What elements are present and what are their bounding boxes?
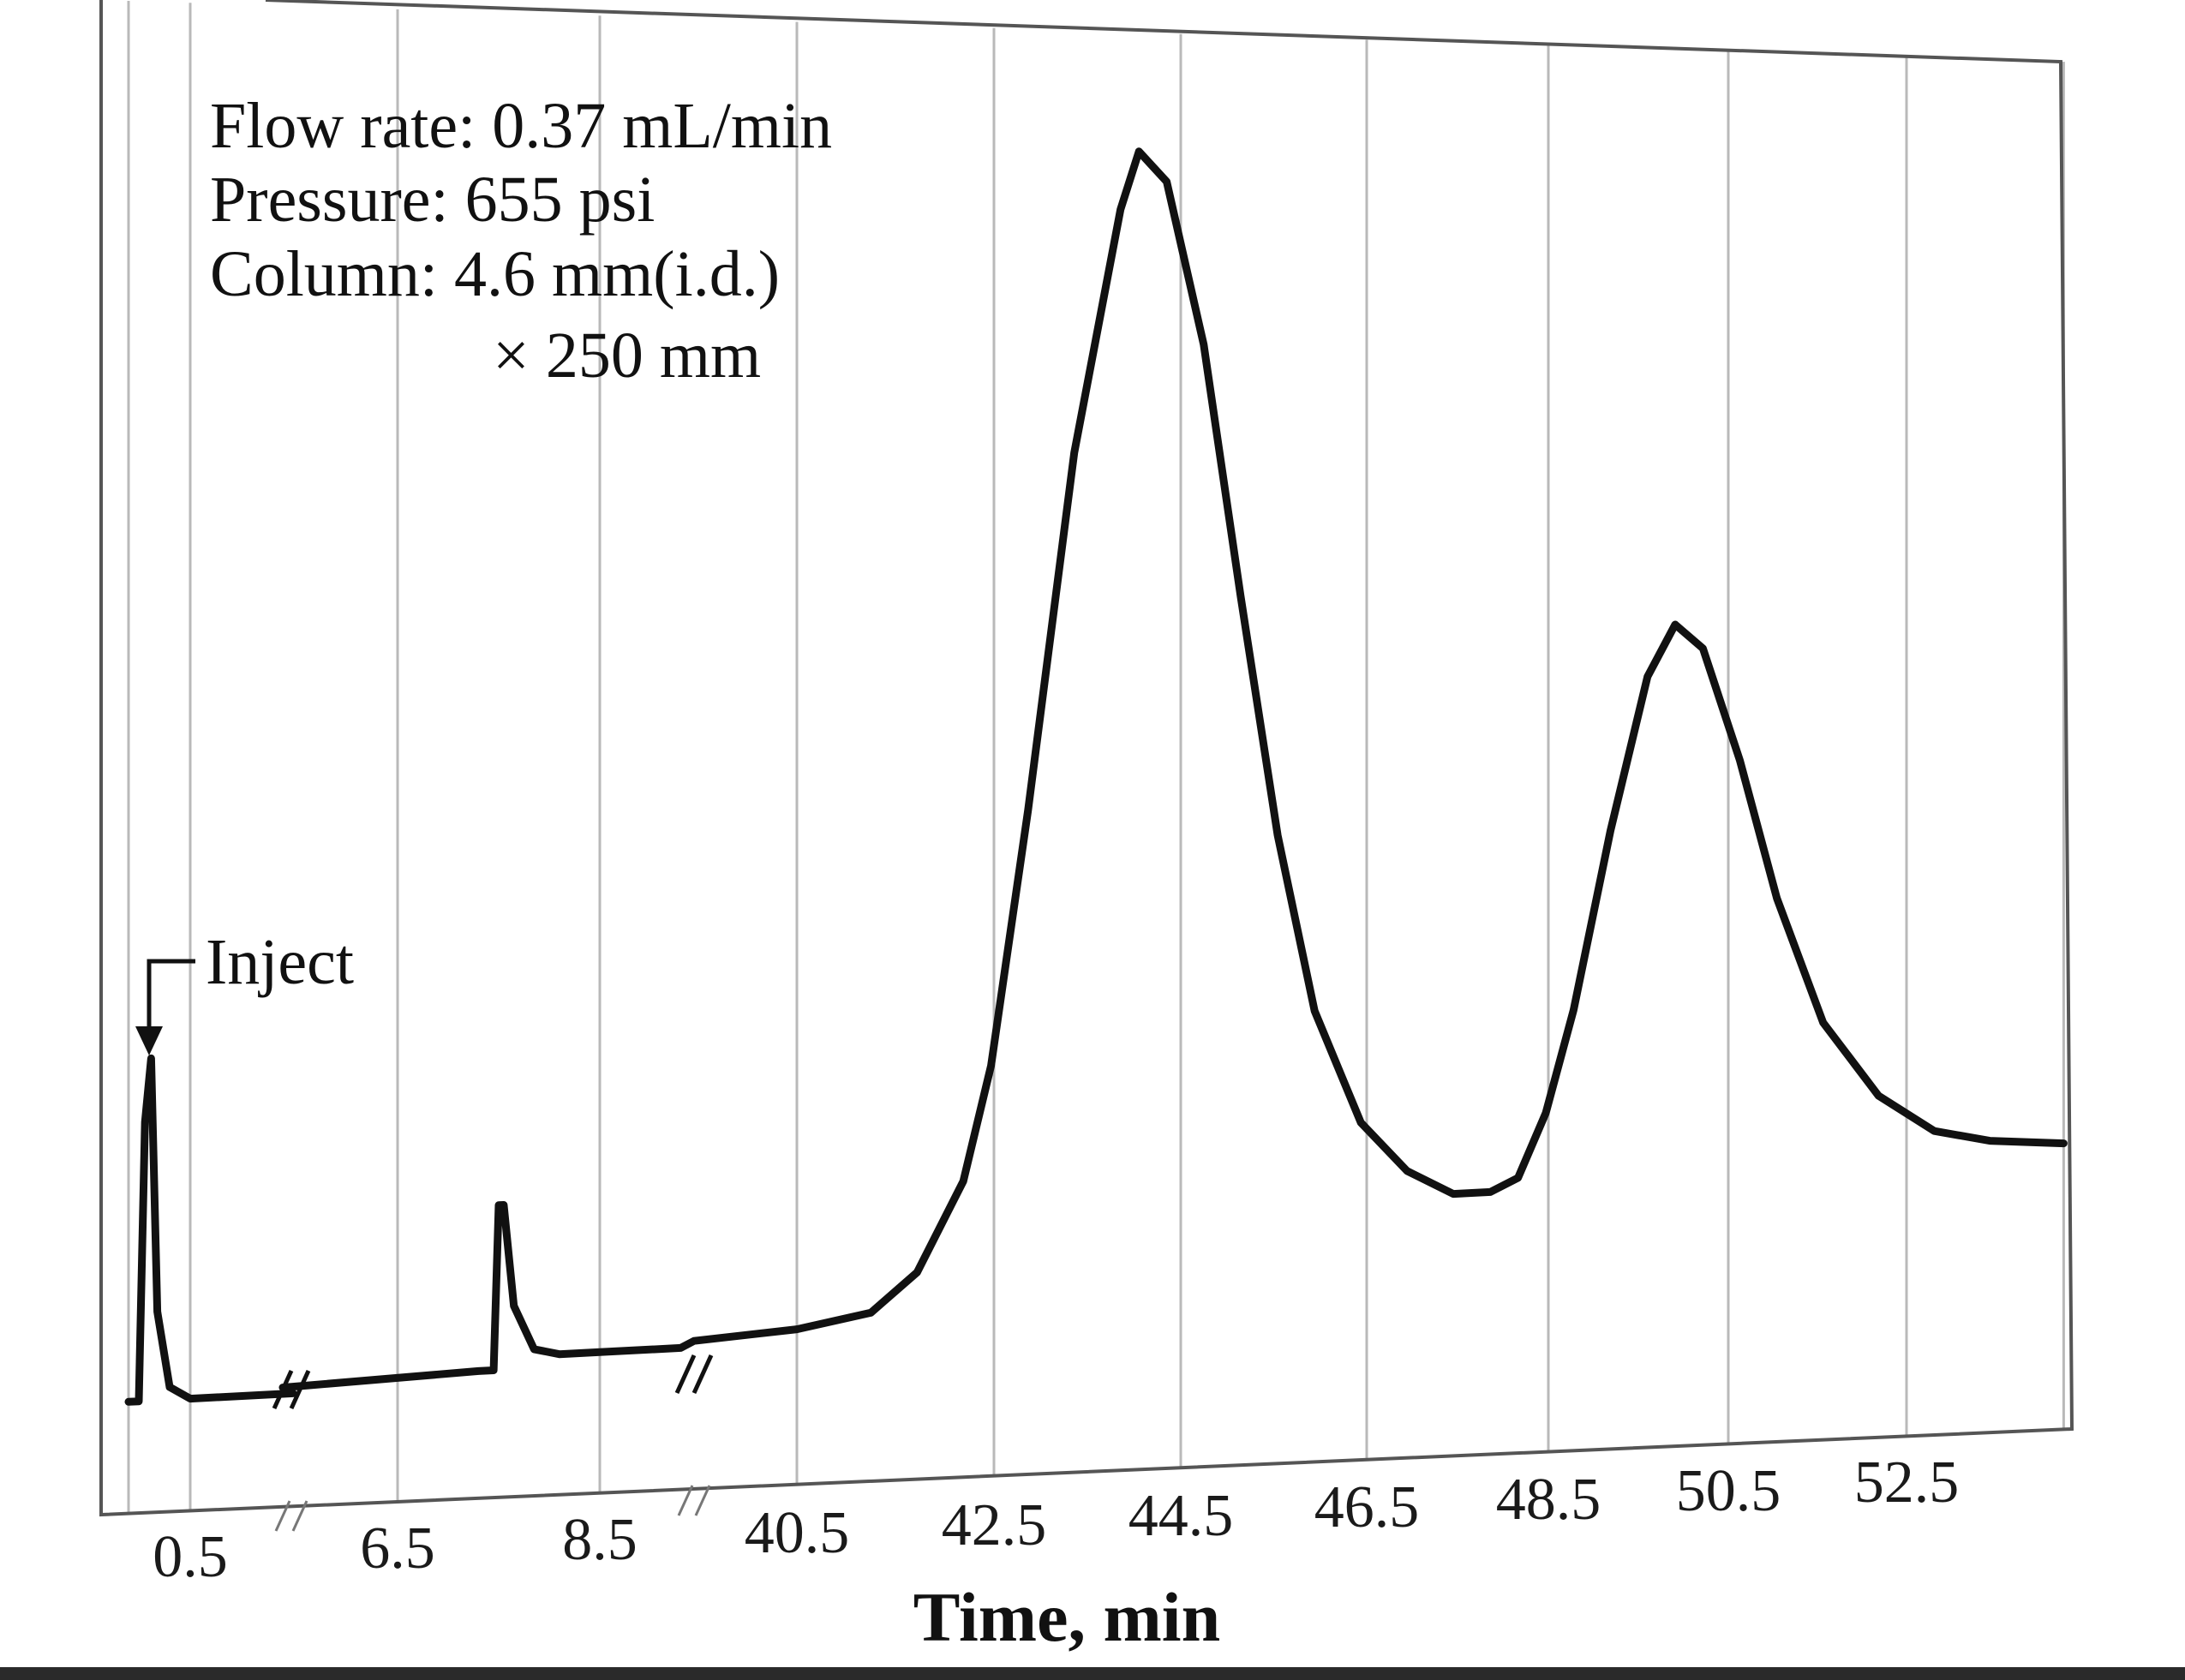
x-tick-label: 46.5 <box>1314 1474 1420 1540</box>
plot-frame <box>99 0 2074 1517</box>
x-tick-label: 48.5 <box>1496 1467 1601 1533</box>
inject-arrowhead <box>135 1026 163 1055</box>
inject-arrow <box>147 959 195 1041</box>
x-tick-labels: 0.5 6.5 8.5 40.5 42.5 44.5 46.5 48.5 50.5 52.5 <box>153 1450 1959 1590</box>
axis-break-mark <box>291 1500 308 1532</box>
chromatogram-trace <box>124 147 2068 1406</box>
x-tick-label: 44.5 <box>1128 1483 1234 1549</box>
x-tick-label: 50.5 <box>1676 1458 1781 1524</box>
inject-marker: Inject <box>135 926 354 1055</box>
axis-break-mark <box>677 1485 694 1516</box>
condition-line: Pressure: 655 psi <box>210 164 655 236</box>
condition-line: Column: 4.6 mm(i.d.) <box>210 238 780 310</box>
x-axis-label: Time, min <box>913 1578 1220 1656</box>
x-tick-label: 6.5 <box>360 1516 435 1581</box>
x-tick-label: 42.5 <box>942 1492 1047 1558</box>
bottom-edge <box>0 1667 2185 1680</box>
axis-break-mark <box>274 1500 291 1532</box>
axis-break-mark <box>694 1485 711 1516</box>
axis-break-mark <box>674 1354 697 1395</box>
x-tick-label: 8.5 <box>562 1507 638 1573</box>
x-tick-label: 40.5 <box>745 1500 850 1566</box>
condition-line: × 250 mm <box>493 320 761 392</box>
x-tick-label: 52.5 <box>1854 1450 1960 1516</box>
condition-line: Flow rate: 0.37 mL/min <box>210 90 832 162</box>
inject-label: Inject <box>206 926 354 998</box>
axis-break-mark <box>691 1354 714 1395</box>
x-tick-label: 0.5 <box>153 1524 228 1590</box>
